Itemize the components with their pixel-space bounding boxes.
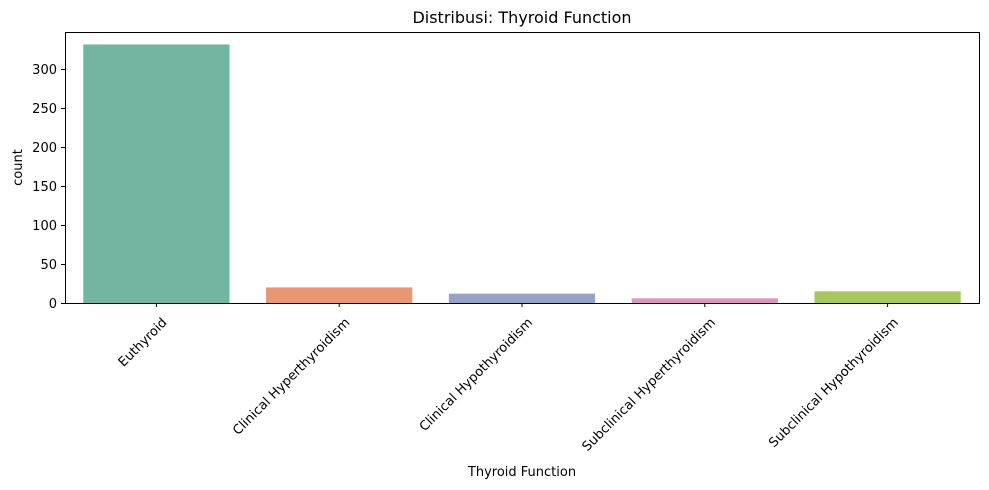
bar-subclinical-hypothyroidism xyxy=(814,291,960,303)
y-axis: 0 50 100 150 200 250 300 xyxy=(32,63,65,312)
bar-clinical-hyperthyroidism xyxy=(266,287,412,303)
x-tick-label: Subclinical Hyperthyroidism xyxy=(580,315,719,454)
bar-subclinical-hyperthyroidism xyxy=(632,298,778,303)
x-axis-label: Thyroid Function xyxy=(467,465,576,480)
chart-title: Distribusi: Thyroid Function xyxy=(412,8,631,27)
y-tick-label: 0 xyxy=(49,297,57,312)
y-tick-label: 300 xyxy=(32,63,57,78)
y-tick-label: 150 xyxy=(32,180,57,195)
y-tick-label: 50 xyxy=(40,258,57,273)
y-axis-label: count xyxy=(11,149,26,186)
x-tick-label: Subclinical Hypothyroidism xyxy=(766,315,901,450)
x-tick-label: Clinical Hypothyroidism xyxy=(417,315,536,434)
bars-group xyxy=(83,44,960,303)
y-tick-label: 250 xyxy=(32,102,57,117)
x-tick-label: Euthyroid xyxy=(116,315,171,370)
x-axis: Euthyroid Clinical Hyperthyroidism Clinica… xyxy=(116,303,902,455)
plot-area: 0 50 100 150 200 250 300 Euthyroid Clinical Hyp… xyxy=(32,33,979,455)
y-tick-label: 200 xyxy=(32,141,57,156)
x-tick-label: Clinical Hyperthyroidism xyxy=(230,315,353,438)
bar-euthyroid xyxy=(83,44,229,303)
bar-clinical-hypothyroidism xyxy=(449,294,595,303)
y-tick-label: 100 xyxy=(32,219,57,234)
